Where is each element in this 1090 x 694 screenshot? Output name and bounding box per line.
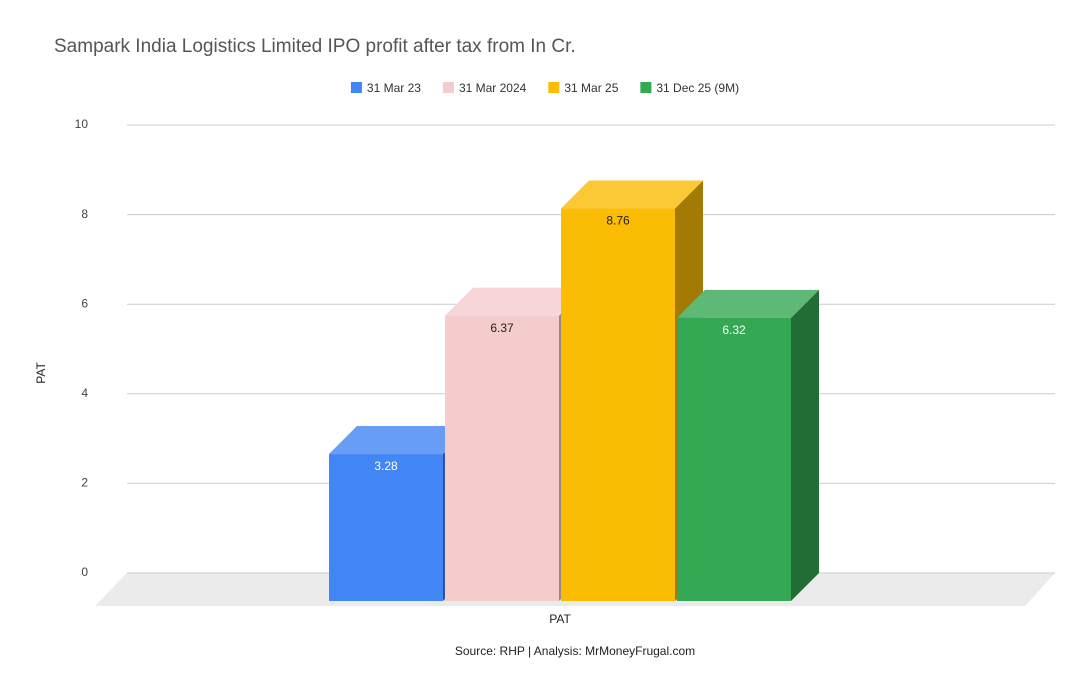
legend-label: 31 Mar 25 (564, 81, 618, 95)
value-label: 8.76 (606, 214, 630, 228)
bar-top (677, 289, 819, 318)
x-axis-label: PAT (549, 612, 571, 626)
bar (561, 208, 675, 601)
chart-title: Sampark India Logistics Limited IPO prof… (54, 36, 576, 57)
bar (677, 317, 791, 601)
value-label: 3.28 (374, 459, 398, 473)
bar-top (329, 426, 471, 455)
bar-group: 6.32 (677, 289, 819, 601)
legend-swatch (548, 82, 560, 93)
bar (329, 454, 443, 601)
bar (445, 315, 559, 601)
value-label: 6.32 (722, 323, 746, 337)
y-axis-label: PAT (34, 362, 48, 384)
bar-top (445, 287, 587, 316)
source-note: Source: RHP | Analysis: MrMoneyFrugal.co… (455, 644, 695, 658)
bar-top (561, 180, 703, 209)
y-tick-label: 2 (81, 476, 88, 490)
legend-swatch (350, 82, 362, 93)
bar-side (791, 289, 819, 601)
legend-swatch (640, 82, 652, 93)
y-tick-label: 10 (75, 117, 89, 131)
y-tick-label: 8 (81, 207, 88, 221)
legend-swatch (442, 82, 454, 93)
legend: 31 Mar 23 31 Mar 2024 31 Mar 25 31 Dec 25 (… (350, 81, 739, 95)
value-label: 6.37 (490, 321, 514, 335)
legend-label: 31 Mar 23 (367, 81, 421, 95)
y-tick-label: 0 (81, 565, 88, 579)
legend-label: 31 Mar 2024 (459, 81, 527, 95)
legend-label: 31 Dec 25 (9M) (656, 81, 739, 95)
y-tick-label: 4 (81, 386, 88, 400)
y-tick-label: 6 (81, 296, 88, 310)
